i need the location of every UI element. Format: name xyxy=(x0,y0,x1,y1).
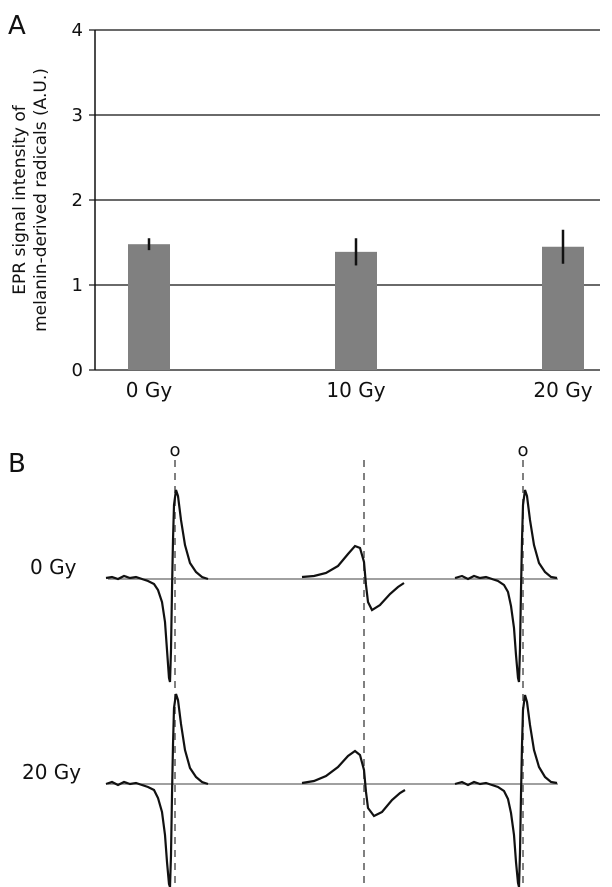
panel-a-bar-chart: A 0 1 2 3 4 0 Gy 10 Gy 20 Gy EPR signal intens… xyxy=(8,11,600,402)
trace-0gy-right-line xyxy=(454,489,558,683)
category-label-10-gy: 10 Gy xyxy=(326,378,385,402)
bar-10-gy xyxy=(335,251,377,370)
trace-20gy-center-line xyxy=(301,749,406,818)
category-label-0-gy: 0 Gy xyxy=(126,378,173,402)
y-axis-title-line1: EPR signal intensity of xyxy=(10,104,30,294)
y-tick-label-4: 4 xyxy=(72,20,83,41)
spectrum-row-0gy: 0 Gy xyxy=(30,489,558,683)
y-tick-labels: 0 1 2 3 4 xyxy=(72,20,95,381)
y-tick-label-0: 0 xyxy=(72,360,83,381)
error-bars xyxy=(147,229,565,266)
y-tick-label-1: 1 xyxy=(72,275,83,296)
trace-20gy-right-line xyxy=(454,694,558,887)
y-tick-label-3: 3 xyxy=(72,105,83,126)
row-label-20gy: 20 Gy xyxy=(22,760,81,784)
bars xyxy=(128,244,584,370)
panel-a-label: A xyxy=(8,11,26,41)
panel-b-label: B xyxy=(8,449,26,479)
category-label-20-gy: 20 Gy xyxy=(533,378,592,402)
category-labels: 0 Gy 10 Gy 20 Gy xyxy=(126,378,593,402)
row-label-0gy: 0 Gy xyxy=(30,555,77,579)
y-axis-title-line2: melanin-derived radicals (A.U.) xyxy=(31,68,51,332)
peak-marker-right: o xyxy=(517,440,528,461)
spectrum-row-20gy: 20 Gy xyxy=(22,693,558,887)
trace-20gy-left-line xyxy=(105,693,209,887)
trace-0gy-left-line xyxy=(105,489,209,683)
y-tick-label-2: 2 xyxy=(72,190,83,211)
bar-0-gy xyxy=(128,244,170,370)
peak-marker-left: o xyxy=(169,440,180,461)
panel-b-epr-spectra: B o o 0 Gy 20 Gy xyxy=(8,440,558,887)
bar-20-gy xyxy=(542,246,584,370)
gridlines xyxy=(95,29,600,371)
trace-0gy-center-line xyxy=(301,544,405,612)
